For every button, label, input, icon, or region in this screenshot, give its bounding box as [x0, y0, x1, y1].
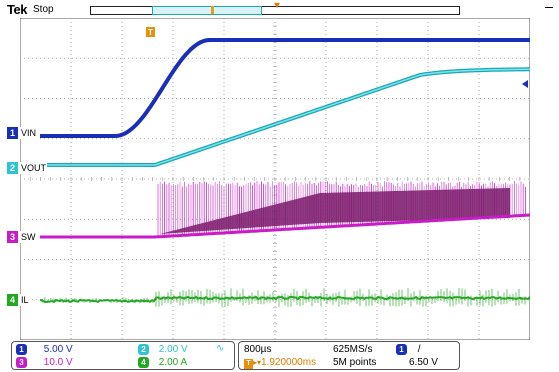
- svg-text:T: T: [148, 28, 153, 37]
- trigger-position-readout: T ▸▾1.920000ms: [244, 357, 316, 369]
- trigger-position-arrow-icon: [274, 3, 280, 8]
- trigger-level-readout: 6.50 V: [409, 357, 438, 368]
- record-trigger-marker: [211, 6, 214, 14]
- ch4-marker-num: 4: [7, 294, 18, 306]
- ch1-scale-readout[interactable]: 1 5.00 V: [16, 344, 73, 356]
- ch3-badge: 3: [16, 357, 27, 368]
- ch1-trigger-level-icon: [522, 80, 528, 88]
- horizontal-settings-box[interactable]: 800µs 625MS/s T ▸▾1.920000ms 5M points 1 …: [238, 341, 460, 370]
- ch4-marker-label: IL: [20, 294, 30, 306]
- timebase-readout: 800µs: [244, 344, 272, 355]
- ch3-envelope: [160, 188, 510, 234]
- ch2-marker-num: 2: [7, 162, 18, 174]
- top-divider: [545, 7, 553, 8]
- ch2-scale-readout[interactable]: 2 2.00 V: [138, 344, 188, 356]
- trigger-T-icon: T: [146, 27, 155, 37]
- trigger-position-value: 1.920000ms: [261, 357, 317, 368]
- brand-logo: Tek: [7, 2, 27, 17]
- graticule: T: [20, 18, 530, 340]
- ch1-badge: 1: [16, 344, 27, 355]
- trigger-slope-icon: /: [417, 344, 421, 356]
- ch4-scale: 2.00 A: [158, 357, 188, 369]
- trigger-source-readout[interactable]: 1 /: [396, 344, 421, 356]
- grid-lines: [20, 18, 530, 340]
- ch2-scale: 2.00 V: [158, 344, 188, 356]
- trigger-source-badge: 1: [396, 344, 407, 355]
- ch3-scale-readout[interactable]: 3 10.0 V: [16, 357, 73, 369]
- ch3-marker-num: 3: [7, 231, 18, 243]
- waveform-display[interactable]: T: [20, 18, 530, 340]
- ch4-noise: [41, 288, 526, 307]
- ch4-badge: 4: [138, 357, 149, 368]
- vertical-settings-box[interactable]: 1 5.00 V 2 2.00 V ∿ 3 10.0 V 4 2.00 A: [11, 341, 235, 370]
- bandwidth-limit-icon: ∿: [216, 343, 225, 354]
- readout-panel: 1 5.00 V 2 2.00 V ∿ 3 10.0 V 4 2.00 A 80…: [0, 340, 559, 372]
- ch3-scale: 10.0 V: [43, 357, 73, 369]
- trigger-arrow-icon: ▸▾: [253, 358, 262, 367]
- ch2-marker-label: VOUT: [20, 162, 48, 174]
- ch3-marker-label: SW: [20, 231, 37, 243]
- ch1-scale: 5.00 V: [43, 344, 73, 356]
- record-length-readout: 5M points: [333, 357, 377, 368]
- ch2-badge: 2: [138, 344, 149, 355]
- ch4-waveform: [39, 295, 530, 304]
- ch3-waveform: [40, 213, 530, 239]
- ch2-waveform-highlight: [40, 68, 530, 166]
- ch4-scale-readout[interactable]: 4 2.00 A: [138, 357, 187, 369]
- ch1-marker-label: VIN: [20, 127, 38, 139]
- acquisition-status: Stop: [33, 4, 54, 15]
- status-bar: Tek Stop: [0, 0, 559, 18]
- sample-rate-readout: 625MS/s: [333, 344, 373, 355]
- ch1-marker-num: 1: [7, 127, 18, 139]
- record-view-window[interactable]: [152, 6, 262, 15]
- ch1-waveform: [40, 38, 530, 138]
- trigger-T-small-icon: T: [244, 359, 253, 369]
